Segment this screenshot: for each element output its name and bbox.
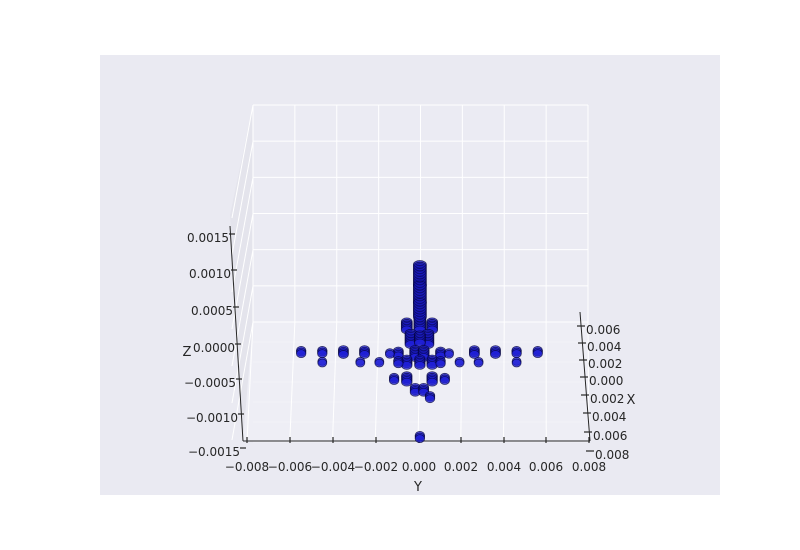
y-tick-label: −0.006 (268, 460, 312, 474)
y-tick-label: −0.004 (311, 460, 355, 474)
scatter-point (355, 358, 366, 368)
y-ticks: −0.008−0.006−0.004−0.002 0.000 0.002 0.004 0… (225, 437, 606, 474)
grid-line-left (231, 285, 254, 404)
x-tick-label: 0.008 (595, 448, 629, 462)
scatter-point (511, 349, 522, 359)
scatter-point (490, 350, 501, 359)
scatter-point (414, 360, 426, 370)
scatter-point (444, 349, 454, 359)
scatter-point (426, 377, 438, 387)
x-ticks: 0.006 0.004 0.002 0.000 0.002 0.004 0.006 0.008 (577, 323, 629, 462)
scatter-point (532, 349, 543, 359)
grid-line-left (231, 104, 254, 219)
x-tick-label: 0.004 (587, 340, 621, 354)
scatter-point (414, 434, 426, 444)
scatter-point (454, 358, 465, 368)
y-tick-label: 0.004 (487, 460, 521, 474)
grid-line-left (231, 177, 254, 293)
scatter-point (374, 358, 385, 368)
scatter-point (338, 350, 349, 359)
z-ticks: 0.0015 0.0010 0.0005 0.0000 −0.0005 −0.0010 −0… (184, 231, 246, 459)
grid (231, 104, 590, 443)
grid-line-floor (246, 321, 254, 443)
y-tick-label: 0.008 (572, 460, 606, 474)
grid-line-left (231, 321, 254, 441)
z-tick-label: 0.0010 (189, 267, 231, 281)
z-tick-label: −0.0005 (184, 376, 236, 390)
x-tick-label: 0.004 (592, 410, 626, 424)
x-tick-label: 0.006 (593, 429, 627, 443)
x-axis-label: X (627, 393, 636, 408)
scatter-point (384, 349, 395, 359)
z-tick-label: 0.0005 (191, 304, 233, 318)
y-axis-label: Y (413, 480, 422, 495)
y-tick-label: −0.002 (354, 460, 398, 474)
y-tick-label: −0.008 (225, 460, 269, 474)
grid-line-left (231, 141, 254, 256)
grid-line-left (231, 249, 254, 367)
scatter-point (393, 359, 404, 369)
z-tick-label: −0.0015 (188, 445, 240, 459)
x-tick-label: 0.000 (589, 374, 623, 388)
scatter-point (317, 349, 328, 359)
z-tick-label: 0.0015 (187, 231, 229, 245)
z-tick-label: −0.0010 (186, 411, 238, 425)
scatter-point (435, 359, 446, 369)
scatter-point (473, 358, 484, 368)
scatter-point (424, 394, 436, 404)
x-tick-label: 0.002 (588, 357, 622, 371)
scatter-point (401, 377, 413, 387)
x-tick-label: 0.006 (586, 323, 620, 337)
scatter-point (468, 350, 480, 359)
scatter-points (296, 260, 543, 444)
scatter-point (359, 350, 370, 359)
scatter-point (439, 376, 450, 385)
y-tick-label: 0.000 (402, 460, 436, 474)
z-tick-label: 0.0000 (193, 341, 235, 355)
y-tick-label: 0.002 (444, 460, 478, 474)
scatter-point (317, 358, 328, 368)
y-tick-label: 0.006 (529, 460, 563, 474)
z-axis-line (229, 225, 244, 442)
scatter-point (511, 358, 522, 368)
x-tick-label: 0.002 (590, 392, 624, 406)
z-axis-label: Z (183, 345, 192, 360)
scatter-point (388, 376, 400, 385)
scatter-point (296, 349, 307, 359)
